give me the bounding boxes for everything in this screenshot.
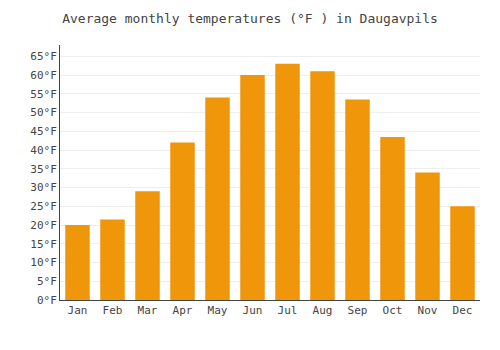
svg-text:Oct: Oct — [383, 304, 403, 317]
svg-text:Sep: Sep — [348, 304, 368, 317]
svg-text:Jan: Jan — [68, 304, 88, 317]
svg-text:35°F: 35°F — [30, 163, 57, 176]
svg-text:20°F: 20°F — [30, 219, 57, 232]
svg-text:Apr: Apr — [173, 304, 193, 317]
svg-text:Jul: Jul — [278, 304, 298, 317]
svg-text:40°F: 40°F — [30, 144, 57, 157]
svg-text:45°F: 45°F — [30, 125, 57, 138]
svg-text:Mar: Mar — [138, 304, 158, 317]
svg-text:Nov: Nov — [418, 304, 438, 317]
svg-text:25°F: 25°F — [30, 200, 57, 213]
svg-text:15°F: 15°F — [30, 238, 57, 251]
svg-text:30°F: 30°F — [30, 181, 57, 194]
svg-text:10°F: 10°F — [30, 256, 57, 269]
svg-text:May: May — [208, 304, 228, 317]
svg-text:65°F: 65°F — [30, 50, 57, 63]
svg-text:5°F: 5°F — [37, 275, 57, 288]
svg-text:60°F: 60°F — [30, 69, 57, 82]
svg-text:Dec: Dec — [453, 304, 473, 317]
svg-text:Average monthly temperatures (: Average monthly temperatures (°F ) in Da… — [62, 11, 438, 26]
svg-text:50°F: 50°F — [30, 106, 57, 119]
svg-text:Aug: Aug — [313, 304, 333, 317]
svg-text:0°F: 0°F — [37, 294, 57, 307]
svg-text:Feb: Feb — [103, 304, 123, 317]
svg-text:Jun: Jun — [243, 304, 263, 317]
svg-text:55°F: 55°F — [30, 88, 57, 101]
